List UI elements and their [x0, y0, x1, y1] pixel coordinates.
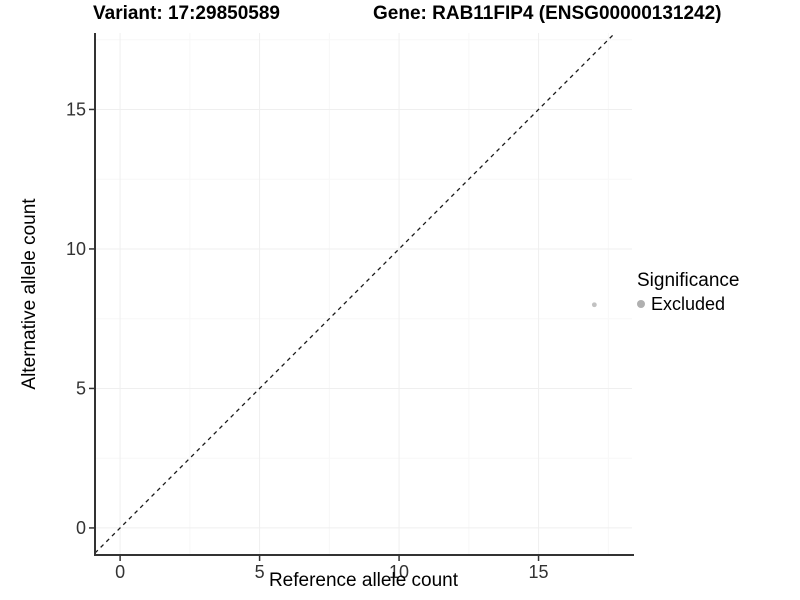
x-tick-label: 5 — [255, 562, 265, 582]
data-point — [591, 302, 597, 308]
x-tick-label: 10 — [389, 562, 409, 582]
legend-title: Significance — [637, 270, 740, 291]
x-axis-title: Reference allele count — [268, 570, 459, 591]
y-axis-title: Alternative allele count — [19, 198, 40, 390]
identity-line — [94, 32, 616, 554]
gene-title: Gene: RAB11FIP4 (ENSG00000131242) — [373, 3, 722, 24]
variant-title: Variant: 17:29850589 — [93, 3, 280, 24]
x-tick-label: 15 — [529, 562, 549, 582]
legend-entry-label: Excluded — [651, 294, 726, 314]
legend-entry-excluded: Excluded — [637, 294, 739, 314]
y-tick-label: 10 — [66, 239, 86, 259]
x-tick-label: 0 — [115, 562, 125, 582]
legend: Significance Excluded — [637, 270, 739, 314]
y-tick-label: 15 — [66, 99, 86, 119]
y-tick-label: 0 — [76, 518, 86, 538]
y-tick-label: 5 — [76, 378, 86, 398]
legend-point-icon — [637, 300, 645, 308]
